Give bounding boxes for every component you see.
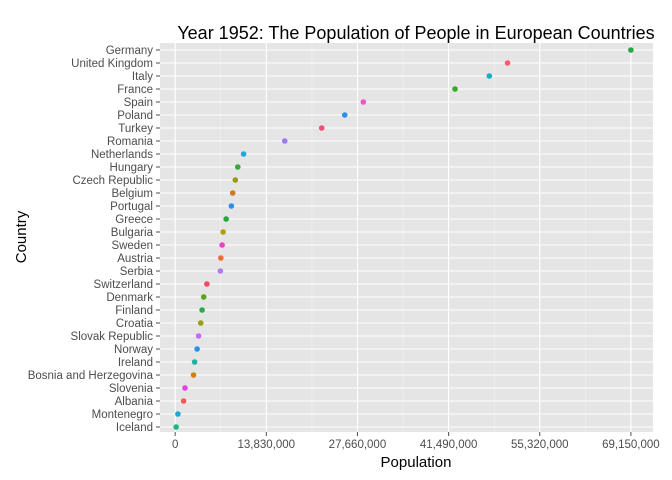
- data-points: [173, 47, 634, 430]
- y-tick-label: Finland: [115, 305, 153, 317]
- data-point: [220, 229, 226, 235]
- y-tick-label: Germany: [106, 45, 154, 57]
- y-tick-label: Portugal: [110, 201, 153, 213]
- y-tick-label: Belgium: [111, 188, 153, 200]
- data-point: [341, 112, 348, 118]
- y-tick-label: Bulgaria: [111, 227, 154, 239]
- data-point: [452, 86, 458, 92]
- y-tick-label: Sweden: [111, 240, 153, 252]
- data-point: [197, 320, 204, 326]
- data-point: [219, 242, 225, 248]
- grid-lines: [160, 43, 653, 432]
- data-point: [318, 125, 325, 131]
- plot-panel: [160, 43, 653, 432]
- y-tick-label: Czech Republic: [72, 175, 153, 187]
- data-point: [232, 177, 239, 183]
- y-tick-label: Croatia: [116, 318, 154, 330]
- data-point: [173, 424, 179, 430]
- data-point: [204, 281, 210, 287]
- y-tick-label: Netherlands: [91, 149, 153, 161]
- x-axis: 0 13,830,000 27,660,000 41,490,000 55,320,00…: [172, 432, 660, 451]
- y-tick-label: Albania: [115, 396, 154, 408]
- data-point: [200, 294, 207, 300]
- data-point: [628, 47, 634, 53]
- y-tick-label: Norway: [114, 344, 153, 356]
- data-point: [504, 60, 511, 66]
- y-tick-label: Hungary: [110, 162, 154, 174]
- data-point: [229, 190, 236, 196]
- data-point: [190, 372, 197, 378]
- y-tick-label: Poland: [117, 110, 153, 122]
- y-tick-label: Slovenia: [109, 383, 154, 395]
- y-tick-label: Spain: [124, 97, 153, 109]
- data-point: [228, 203, 235, 209]
- x-tick-label: 69,150,000: [602, 439, 660, 451]
- data-point: [182, 385, 188, 391]
- data-point: [234, 164, 241, 170]
- y-tick-label: Serbia: [120, 266, 154, 278]
- y-axis-title: Country: [13, 210, 30, 263]
- data-point: [218, 255, 224, 261]
- data-point: [180, 398, 187, 404]
- y-tick-label: Greece: [115, 214, 153, 226]
- y-tick-label: Bosnia and Herzegovina: [28, 370, 154, 382]
- x-tick-label: 55,320,000: [511, 439, 569, 451]
- data-point: [217, 268, 224, 274]
- chart-title: Year 1952: The Population of People in E…: [177, 23, 654, 43]
- y-tick-label: Denmark: [106, 292, 153, 304]
- data-point: [281, 138, 288, 144]
- y-tick-label: Romania: [107, 136, 154, 148]
- data-point: [195, 333, 202, 339]
- y-tick-label: Austria: [117, 253, 153, 265]
- y-tick-label: Switzerland: [94, 279, 153, 291]
- y-tick-label: United Kingdom: [71, 58, 153, 70]
- y-tick-label: Turkey: [118, 123, 153, 135]
- y-tick-label: Ireland: [118, 357, 153, 369]
- data-point: [194, 346, 200, 352]
- data-point: [360, 99, 367, 105]
- y-tick-label: France: [117, 84, 153, 96]
- data-point: [240, 151, 247, 157]
- y-tick-label: Slovak Republic: [71, 331, 154, 343]
- data-point: [223, 216, 229, 222]
- x-tick-label: 41,490,000: [420, 439, 478, 451]
- x-axis-title: Population: [381, 454, 452, 471]
- data-point: [191, 359, 198, 365]
- x-tick-label: 27,660,000: [329, 439, 387, 451]
- x-tick-label: 13,830,000: [238, 439, 296, 451]
- y-tick-label: Italy: [132, 71, 153, 83]
- x-tick-label: 0: [172, 439, 178, 451]
- data-point: [486, 73, 493, 79]
- data-point: [175, 411, 181, 417]
- y-tick-label: Iceland: [116, 422, 153, 434]
- y-tick-label: Montenegro: [92, 409, 153, 421]
- data-point: [199, 307, 205, 313]
